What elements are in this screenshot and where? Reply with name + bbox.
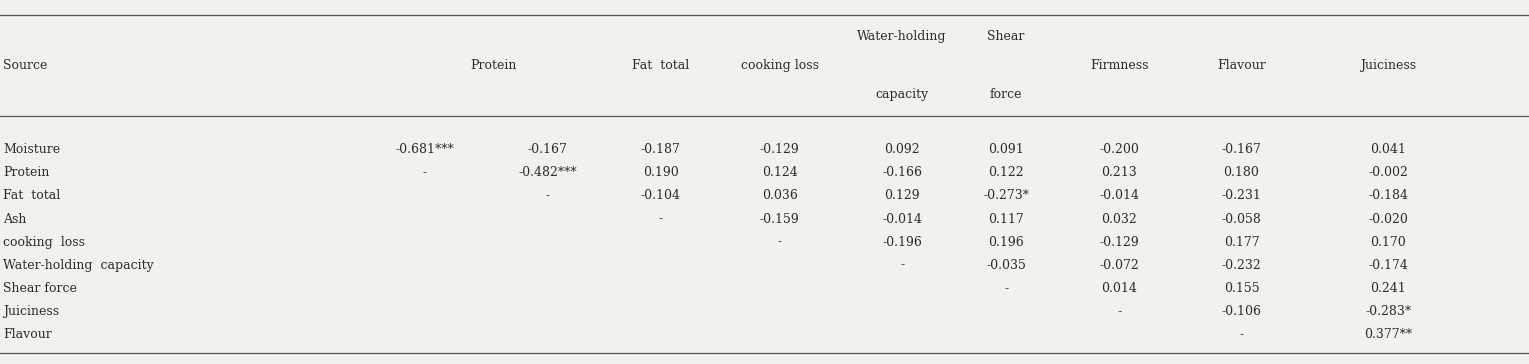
Text: Protein: Protein [471,59,517,72]
Text: 0.180: 0.180 [1223,166,1260,179]
Text: 0.241: 0.241 [1370,282,1407,295]
Text: cooking  loss: cooking loss [3,236,86,249]
Text: -0.283*: -0.283* [1365,305,1411,318]
Text: Ash: Ash [3,213,26,226]
Text: Flavour: Flavour [3,328,52,341]
Text: Shear force: Shear force [3,282,76,295]
Text: capacity: capacity [876,88,928,101]
Text: -0.058: -0.058 [1222,213,1261,226]
Text: -0.196: -0.196 [882,236,922,249]
Text: -0.482***: -0.482*** [518,166,576,179]
Text: -0.002: -0.002 [1368,166,1408,179]
Text: 0.213: 0.213 [1101,166,1138,179]
Text: -0.200: -0.200 [1099,143,1139,157]
Text: Shear: Shear [988,30,1024,43]
Text: -0.167: -0.167 [528,143,567,157]
Text: 0.124: 0.124 [761,166,798,179]
Text: 0.036: 0.036 [761,189,798,202]
Text: -0.184: -0.184 [1368,189,1408,202]
Text: 0.041: 0.041 [1370,143,1407,157]
Text: 0.091: 0.091 [988,143,1024,157]
Text: -0.104: -0.104 [641,189,680,202]
Text: 0.122: 0.122 [988,166,1024,179]
Text: 0.014: 0.014 [1101,282,1138,295]
Text: Fat  total: Fat total [631,59,690,72]
Text: cooking loss: cooking loss [740,59,820,72]
Text: 0.177: 0.177 [1223,236,1260,249]
Text: Juiciness: Juiciness [3,305,60,318]
Text: 0.190: 0.190 [642,166,679,179]
Text: -0.159: -0.159 [760,213,800,226]
Text: -0.187: -0.187 [641,143,680,157]
Text: Water-holding  capacity: Water-holding capacity [3,258,154,272]
Text: -: - [1005,282,1008,295]
Text: Moisture: Moisture [3,143,60,157]
Text: -: - [546,189,549,202]
Text: force: force [989,88,1023,101]
Text: -: - [778,236,781,249]
Text: 0.092: 0.092 [884,143,920,157]
Text: -0.681***: -0.681*** [396,143,454,157]
Text: -0.020: -0.020 [1368,213,1408,226]
Text: -: - [1118,305,1121,318]
Text: -0.014: -0.014 [1099,189,1139,202]
Text: -0.129: -0.129 [760,143,800,157]
Text: -: - [1240,328,1243,341]
Text: -0.106: -0.106 [1222,305,1261,318]
Text: -0.035: -0.035 [986,258,1026,272]
Text: 0.155: 0.155 [1223,282,1260,295]
Text: -: - [901,258,904,272]
Text: Source: Source [3,59,47,72]
Text: -: - [424,166,427,179]
Text: Water-holding: Water-holding [858,30,946,43]
Text: -0.273*: -0.273* [983,189,1029,202]
Text: -0.232: -0.232 [1222,258,1261,272]
Text: Fat  total: Fat total [3,189,60,202]
Text: -0.014: -0.014 [882,213,922,226]
Text: -0.166: -0.166 [882,166,922,179]
Text: 0.377**: 0.377** [1364,328,1413,341]
Text: Protein: Protein [3,166,49,179]
Text: -0.174: -0.174 [1368,258,1408,272]
Text: -0.167: -0.167 [1222,143,1261,157]
Text: 0.032: 0.032 [1101,213,1138,226]
Text: -0.129: -0.129 [1099,236,1139,249]
Text: Juiciness: Juiciness [1361,59,1416,72]
Text: 0.196: 0.196 [988,236,1024,249]
Text: 0.117: 0.117 [988,213,1024,226]
Text: 0.170: 0.170 [1370,236,1407,249]
Text: -0.072: -0.072 [1099,258,1139,272]
Text: Flavour: Flavour [1217,59,1266,72]
Text: -0.231: -0.231 [1222,189,1261,202]
Text: Firmness: Firmness [1090,59,1148,72]
Text: 0.129: 0.129 [884,189,920,202]
Text: -: - [659,213,662,226]
